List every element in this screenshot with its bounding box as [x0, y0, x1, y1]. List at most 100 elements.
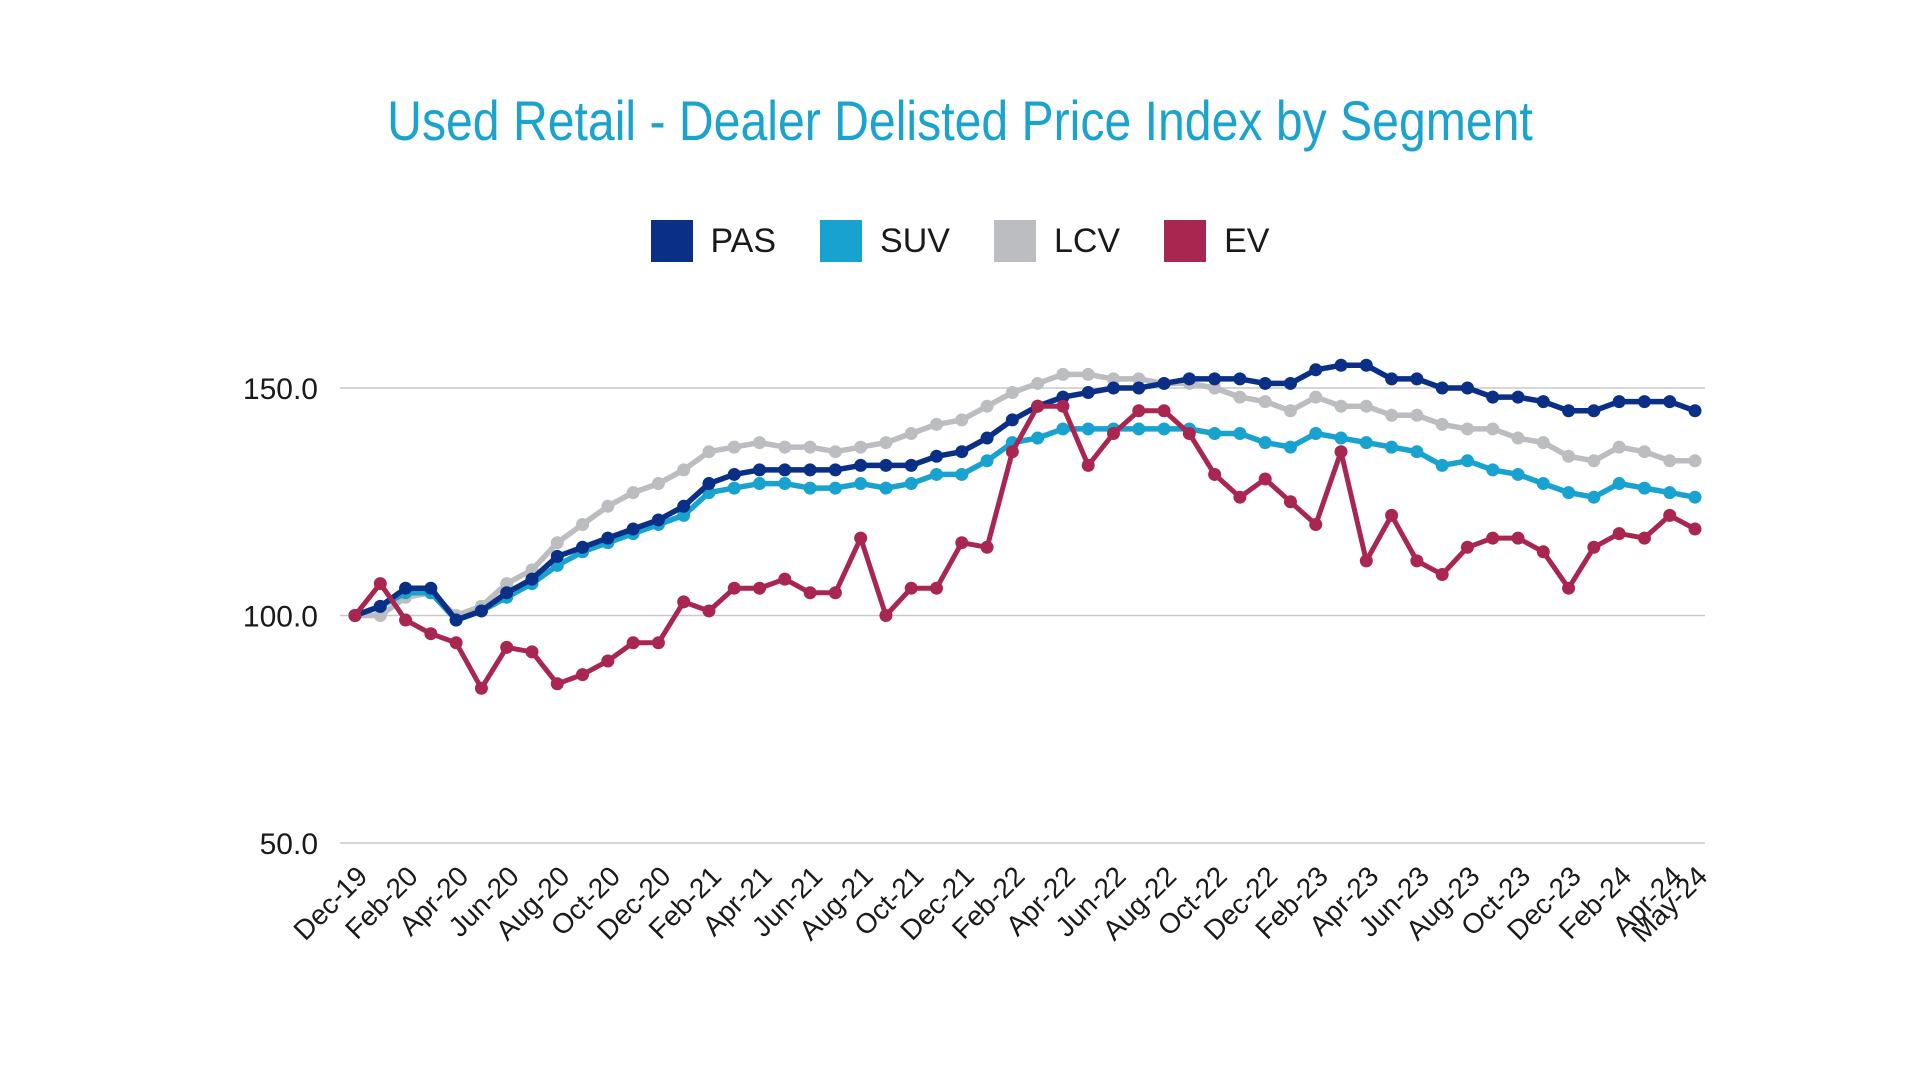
legend-item-suv: SUV — [820, 220, 950, 262]
data-point-lcv — [803, 440, 817, 454]
data-point-lcv — [778, 440, 792, 454]
data-point-ev — [1056, 399, 1070, 413]
data-point-pas — [854, 458, 868, 472]
data-point-pas — [651, 513, 665, 527]
legend-swatch-ev — [1164, 220, 1207, 262]
data-point-lcv — [980, 399, 994, 413]
series-line-suv — [352, 426, 1698, 623]
data-point-ev — [474, 681, 488, 695]
data-point-suv — [1410, 445, 1424, 459]
data-point-ev — [1208, 467, 1222, 481]
data-point-ev — [904, 581, 918, 595]
data-point-pas — [1511, 390, 1525, 404]
data-point-ev — [930, 581, 944, 595]
data-point-ev — [1663, 508, 1677, 522]
data-point-pas — [702, 477, 716, 491]
data-point-pas — [1612, 395, 1626, 409]
data-point-ev — [1460, 540, 1474, 554]
data-point-pas — [1435, 381, 1449, 395]
data-point-ev — [1106, 427, 1120, 440]
legend-item-ev: EV — [1164, 220, 1269, 262]
data-point-suv — [828, 481, 842, 495]
data-point-lcv — [1359, 399, 1373, 413]
data-point-pas — [449, 613, 463, 627]
data-point-suv — [930, 467, 944, 481]
data-point-pas — [1637, 395, 1651, 409]
data-point-pas — [474, 604, 488, 618]
data-point-lcv — [702, 445, 716, 459]
data-point-lcv — [1663, 454, 1677, 468]
data-point-suv — [1637, 481, 1651, 495]
data-point-lcv — [1688, 454, 1702, 468]
data-point-ev — [348, 609, 362, 622]
data-point-pas — [1157, 376, 1171, 390]
data-point-pas — [1005, 413, 1019, 427]
data-point-pas — [727, 467, 741, 481]
data-point-suv — [879, 481, 893, 495]
data-point-lcv — [1536, 436, 1550, 450]
data-point-lcv — [904, 427, 918, 440]
data-point-suv — [1562, 486, 1576, 500]
data-point-ev — [449, 636, 463, 650]
data-point-ev — [980, 540, 994, 554]
data-point-ev — [1486, 531, 1500, 545]
data-point-ev — [778, 572, 792, 586]
data-point-suv — [1511, 467, 1525, 481]
data-point-suv — [1283, 440, 1297, 454]
data-point-ev — [399, 613, 413, 627]
data-point-suv — [1385, 440, 1399, 454]
legend-label-ev: EV — [1224, 221, 1270, 260]
data-point-pas — [879, 458, 893, 472]
data-point-ev — [702, 604, 716, 618]
data-point-pas — [500, 586, 514, 600]
data-point-suv — [1435, 458, 1449, 472]
legend-swatch-suv — [820, 220, 863, 262]
legend-swatch-pas — [650, 220, 693, 262]
data-point-pas — [677, 499, 691, 513]
data-point-ev — [1688, 522, 1702, 536]
data-point-lcv — [1612, 440, 1626, 454]
x-axis-ticks: Dec-19Feb-20Apr-20Jun-20Aug-20Oct-20Dec-… — [287, 860, 1713, 948]
data-point-suv — [1460, 454, 1474, 468]
data-point-ev — [626, 636, 640, 650]
data-point-lcv — [930, 417, 944, 431]
data-point-lcv — [576, 518, 590, 531]
data-point-ev — [1637, 531, 1651, 545]
data-point-lcv — [1081, 367, 1095, 381]
data-point-ev — [1031, 399, 1045, 413]
data-point-lcv — [1486, 422, 1500, 436]
data-point-ev — [373, 577, 387, 591]
data-point-suv — [1258, 436, 1272, 450]
data-point-pas — [399, 581, 413, 595]
data-point-pas — [1460, 381, 1474, 395]
data-point-lcv — [1233, 390, 1247, 404]
data-point-pas — [1334, 358, 1348, 372]
legend-item-pas: PAS — [650, 220, 776, 262]
legend-label-suv: SUV — [880, 221, 950, 260]
data-point-ev — [601, 654, 615, 668]
data-point-lcv — [854, 440, 868, 454]
data-point-suv — [1334, 431, 1348, 445]
data-point-lcv — [1132, 372, 1146, 386]
data-point-pas — [904, 458, 918, 472]
data-point-ev — [1385, 508, 1399, 522]
data-point-suv — [803, 481, 817, 495]
data-point-pas — [1182, 372, 1196, 386]
data-point-pas — [1081, 386, 1095, 400]
data-point-suv — [1208, 427, 1222, 440]
data-point-lcv — [879, 436, 893, 450]
data-point-ev — [955, 536, 969, 550]
data-point-pas — [828, 463, 842, 477]
data-point-lcv — [1334, 399, 1348, 413]
data-point-pas — [1486, 390, 1500, 404]
legend-label-lcv: LCV — [1053, 221, 1121, 260]
data-point-ev — [1435, 568, 1449, 582]
data-point-ev — [1081, 458, 1095, 472]
data-point-lcv — [1106, 372, 1120, 386]
data-point-ev — [677, 595, 691, 609]
legend-swatch-lcv — [993, 220, 1036, 262]
data-point-pas — [1106, 381, 1120, 395]
data-point-suv — [1587, 490, 1601, 504]
data-point-ev — [1410, 554, 1424, 568]
data-point-ev — [1157, 404, 1171, 418]
